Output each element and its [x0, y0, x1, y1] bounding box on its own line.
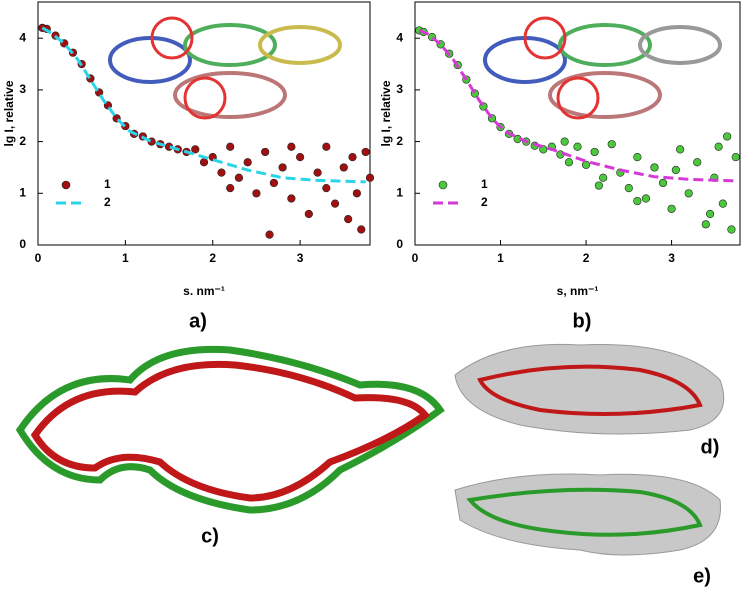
fit-curve [41, 26, 366, 184]
y-axis-label: lg I, relative [2, 80, 16, 146]
plot-frame [37, 1, 371, 246]
data-point [217, 168, 226, 177]
x-tick-label: 0 [35, 251, 42, 265]
y-tick-label: 3 [396, 82, 403, 96]
data-point [278, 163, 287, 172]
data-point [590, 147, 599, 157]
bead-model-e [454, 473, 721, 556]
x-tick-label: 2 [583, 251, 590, 265]
x-axis-label: s, nm⁻¹ [557, 284, 599, 298]
data-point [714, 142, 723, 151]
data-point [287, 194, 296, 203]
data-point [361, 147, 370, 157]
data-point [650, 163, 659, 172]
data-point [357, 225, 366, 234]
data-point [296, 153, 305, 162]
y-tick-label: 2 [396, 134, 403, 148]
data-point [564, 158, 574, 167]
inset-structure-b [483, 16, 722, 120]
data-point [573, 142, 582, 151]
data-point [199, 158, 209, 167]
y-tick-label: 3 [19, 82, 26, 96]
data-point [304, 209, 313, 219]
data-point [731, 153, 740, 162]
y-tick-label: 4 [19, 30, 26, 44]
legend-label: 2 [481, 195, 488, 209]
data-point [226, 142, 235, 151]
panel-label: d) [701, 436, 720, 458]
data-point [344, 215, 353, 224]
bead-model-d [454, 343, 725, 435]
data-point [633, 196, 642, 206]
data-point [723, 132, 732, 141]
data-point [365, 173, 375, 182]
x-tick-label: 0 [412, 251, 419, 265]
y-axis-label: lg I, relative [379, 80, 393, 146]
data-point [607, 140, 616, 149]
x-tick-label: 3 [668, 251, 675, 265]
data-point [701, 220, 710, 229]
legend-label: 1 [481, 177, 488, 191]
data-point [322, 184, 331, 193]
y-tick-label: 1 [396, 185, 403, 199]
legend-label: 1 [104, 177, 111, 191]
data-point [667, 204, 676, 213]
legend-marker [61, 180, 71, 190]
x-tick-label: 1 [122, 251, 129, 265]
data-point [322, 142, 331, 151]
data-point [624, 184, 633, 193]
panel-label: e) [693, 565, 711, 587]
data-point [594, 181, 603, 190]
data-point [693, 158, 702, 167]
data-point [676, 145, 685, 154]
data-point [727, 225, 736, 234]
data-point [671, 165, 680, 175]
y-tick-label: 1 [19, 185, 26, 199]
data-point [313, 168, 322, 177]
x-tick-label: 1 [497, 251, 504, 265]
data-point [287, 142, 296, 151]
legend-label: 2 [104, 195, 111, 209]
structure-overlay-c [15, 345, 445, 514]
data-point [348, 153, 357, 162]
x-tick-label: 3 [297, 251, 304, 265]
data-point [191, 145, 200, 154]
data-point [265, 230, 274, 239]
x-axis-label: s. nm⁻¹ [183, 284, 225, 298]
data-point [252, 189, 261, 198]
data-point [243, 158, 252, 167]
panel-label: b) [573, 310, 592, 332]
plot-frame [414, 1, 741, 246]
y-tick-label: 2 [19, 134, 26, 148]
y-tick-label: 0 [396, 237, 403, 251]
data-point [641, 194, 651, 203]
data-point [339, 163, 348, 172]
data-point [234, 173, 244, 182]
data-point [684, 189, 693, 198]
fit-curve [418, 29, 736, 183]
data-point [599, 173, 608, 182]
data-point [581, 160, 591, 169]
data-point [226, 184, 235, 193]
data-point [658, 178, 668, 188]
data-point [269, 178, 278, 188]
inset-structure-a [108, 16, 342, 120]
legend-marker [438, 180, 448, 190]
y-tick-label: 0 [19, 237, 26, 251]
data-point [705, 209, 715, 219]
data-point [352, 189, 361, 198]
y-tick-label: 4 [396, 30, 403, 44]
data-point [330, 199, 340, 208]
x-tick-label: 2 [209, 251, 216, 265]
panel-label: a) [189, 310, 207, 332]
data-point [633, 153, 642, 162]
panel-label: c) [201, 525, 219, 547]
data-point [261, 147, 270, 157]
data-point [560, 137, 569, 146]
data-point [718, 199, 727, 208]
